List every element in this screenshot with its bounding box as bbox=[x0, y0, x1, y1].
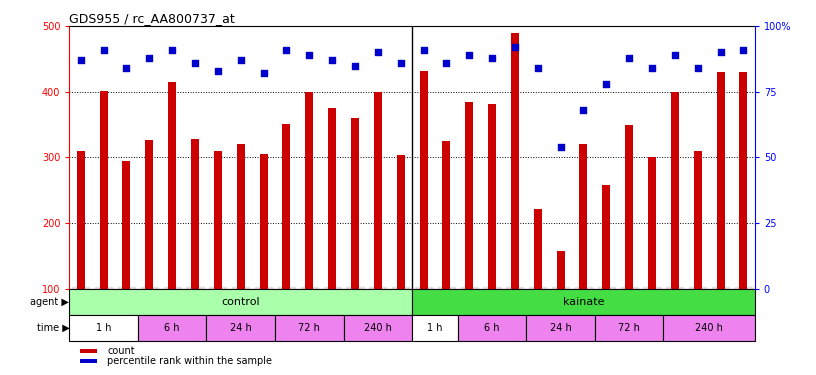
Bar bbox=[282, 124, 290, 288]
Point bbox=[531, 65, 544, 71]
Point bbox=[600, 81, 613, 87]
Text: 24 h: 24 h bbox=[550, 323, 571, 333]
Bar bbox=[69, 288, 412, 315]
Point bbox=[303, 52, 316, 58]
Bar bbox=[419, 71, 428, 288]
Text: 72 h: 72 h bbox=[619, 323, 640, 333]
Point bbox=[440, 60, 453, 66]
Point bbox=[577, 107, 590, 113]
Bar bbox=[579, 144, 588, 288]
Bar bbox=[351, 118, 359, 288]
Bar bbox=[100, 90, 108, 288]
Point bbox=[280, 47, 293, 53]
Bar bbox=[145, 140, 153, 288]
Bar bbox=[206, 315, 275, 341]
Point bbox=[554, 144, 567, 150]
Point bbox=[508, 44, 521, 50]
Bar bbox=[122, 160, 131, 288]
Point bbox=[486, 55, 499, 61]
Text: 1 h: 1 h bbox=[96, 323, 111, 333]
Bar bbox=[671, 92, 679, 288]
Point bbox=[120, 65, 133, 71]
Point bbox=[74, 57, 87, 63]
Text: GDS955 / rc_AA800737_at: GDS955 / rc_AA800737_at bbox=[69, 12, 235, 25]
Bar bbox=[259, 154, 268, 288]
Bar bbox=[663, 315, 755, 341]
Bar bbox=[69, 315, 138, 341]
Text: kainate: kainate bbox=[563, 297, 604, 307]
Bar bbox=[739, 72, 747, 288]
Bar bbox=[275, 315, 344, 341]
Point bbox=[143, 55, 156, 61]
Text: 24 h: 24 h bbox=[230, 323, 251, 333]
Bar bbox=[602, 185, 610, 288]
Bar bbox=[534, 209, 542, 288]
Text: 6 h: 6 h bbox=[165, 323, 180, 333]
Bar bbox=[511, 33, 519, 288]
Text: 240 h: 240 h bbox=[364, 323, 392, 333]
Text: time ▶: time ▶ bbox=[37, 323, 69, 333]
Bar bbox=[458, 315, 526, 341]
Point bbox=[668, 52, 681, 58]
Bar bbox=[214, 151, 222, 288]
Point bbox=[623, 55, 636, 61]
Text: 1 h: 1 h bbox=[428, 323, 442, 333]
Bar bbox=[716, 72, 725, 288]
Bar bbox=[237, 144, 245, 288]
Bar bbox=[465, 102, 473, 288]
Text: control: control bbox=[221, 297, 260, 307]
Point bbox=[417, 47, 430, 53]
Bar bbox=[412, 288, 755, 315]
Bar bbox=[557, 251, 565, 288]
Point bbox=[348, 63, 361, 69]
Bar bbox=[442, 141, 450, 288]
Bar bbox=[694, 151, 702, 288]
Point bbox=[211, 68, 224, 74]
Point bbox=[371, 50, 384, 55]
Bar bbox=[77, 151, 85, 288]
Text: percentile rank within the sample: percentile rank within the sample bbox=[107, 356, 272, 366]
Bar bbox=[526, 315, 595, 341]
Bar bbox=[328, 108, 336, 288]
Bar bbox=[344, 315, 412, 341]
Bar bbox=[648, 158, 656, 288]
Text: 6 h: 6 h bbox=[485, 323, 499, 333]
Text: 240 h: 240 h bbox=[695, 323, 723, 333]
Text: agent ▶: agent ▶ bbox=[30, 297, 69, 307]
Bar bbox=[397, 155, 405, 288]
Point bbox=[166, 47, 179, 53]
Point bbox=[257, 70, 270, 76]
Point bbox=[188, 60, 202, 66]
Point bbox=[463, 52, 476, 58]
Text: 72 h: 72 h bbox=[299, 323, 320, 333]
Bar bbox=[168, 82, 176, 288]
Point bbox=[234, 57, 247, 63]
Bar bbox=[80, 349, 97, 353]
Bar bbox=[488, 104, 496, 288]
Point bbox=[394, 60, 407, 66]
Bar bbox=[138, 315, 206, 341]
Bar bbox=[80, 359, 97, 363]
Point bbox=[691, 65, 704, 71]
Bar bbox=[374, 92, 382, 288]
Bar bbox=[625, 124, 633, 288]
Bar bbox=[412, 315, 458, 341]
Point bbox=[714, 50, 727, 55]
Bar bbox=[191, 139, 199, 288]
Bar bbox=[305, 92, 313, 288]
Point bbox=[97, 47, 110, 53]
Point bbox=[645, 65, 659, 71]
Point bbox=[326, 57, 339, 63]
Point bbox=[737, 47, 750, 53]
Bar bbox=[595, 315, 663, 341]
Text: count: count bbox=[107, 346, 135, 356]
